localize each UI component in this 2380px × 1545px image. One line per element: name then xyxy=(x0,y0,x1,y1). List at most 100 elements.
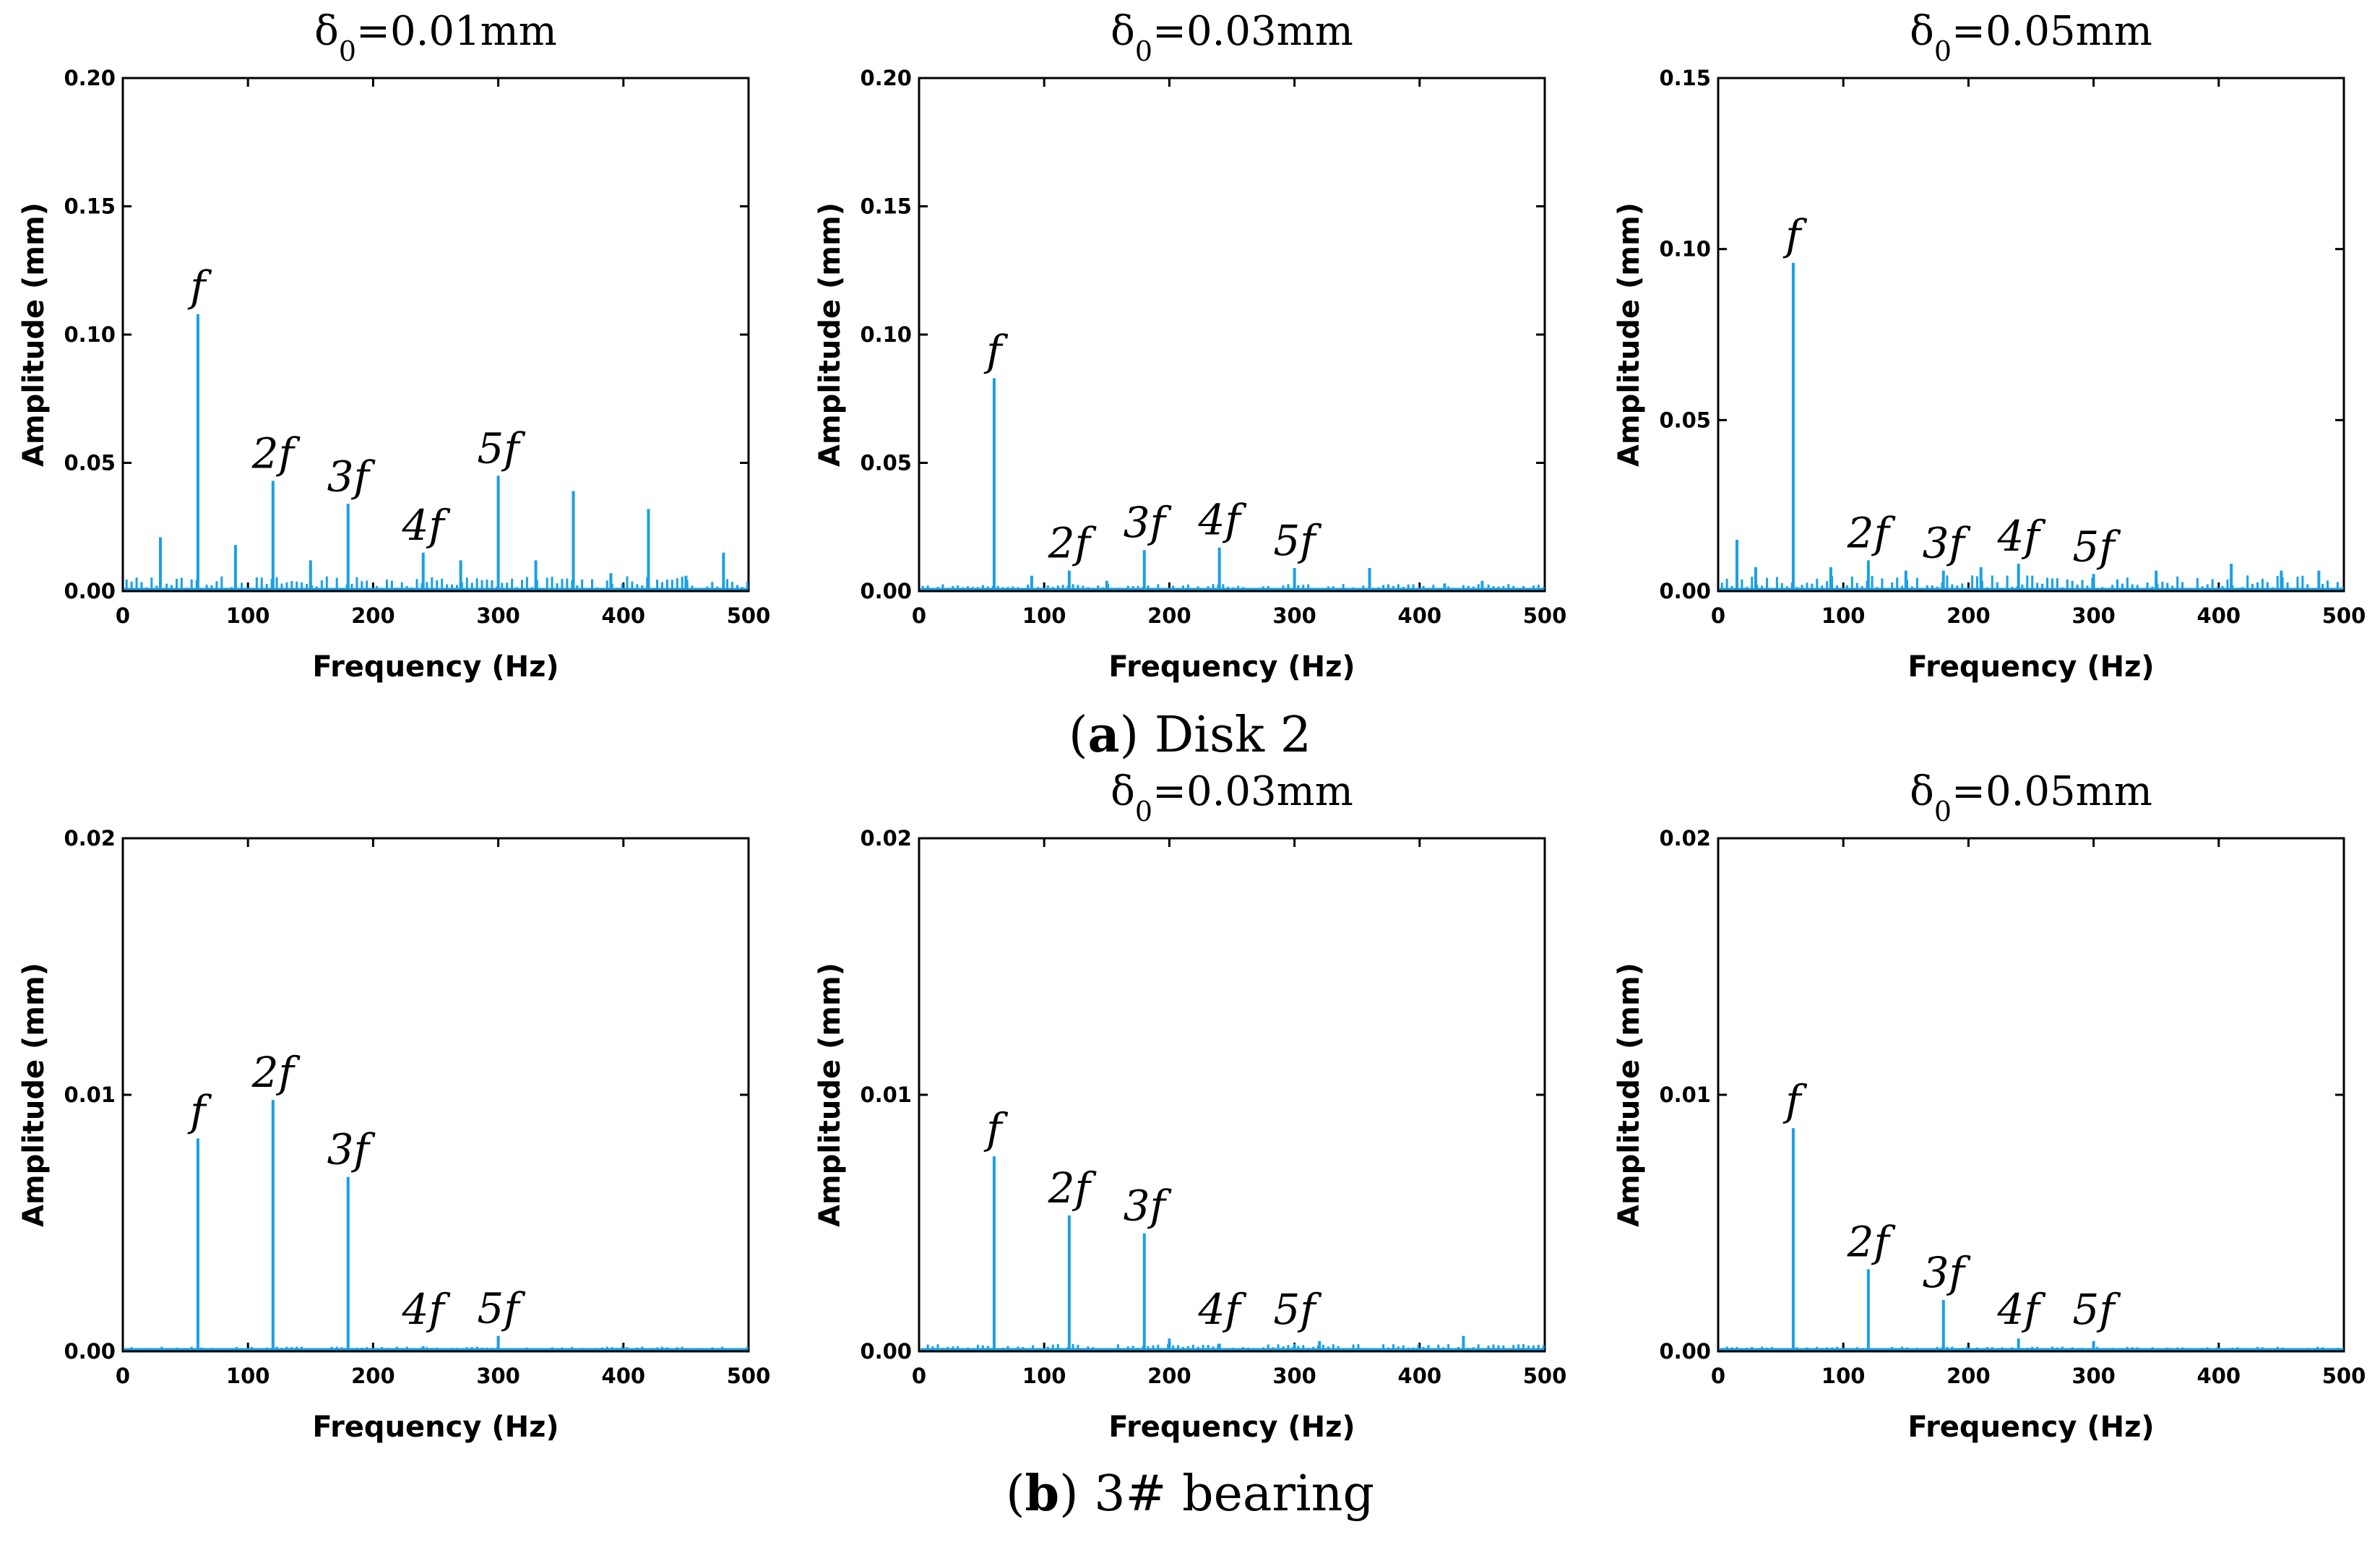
chart3-peak-label-f: f xyxy=(1782,211,1808,260)
chart4-xtick-label: 100 xyxy=(226,1364,270,1388)
chart1-peak-label-f: f xyxy=(187,262,212,311)
chart1-xlabel: Frequency (Hz) xyxy=(312,650,559,684)
chart1-peak-label-2f: 2f xyxy=(251,429,301,478)
chart2-ytick-label: 0.10 xyxy=(860,322,912,347)
chart6-ytick-label: 0.00 xyxy=(1659,1339,1711,1364)
chart5-title-subscript: 0 xyxy=(1135,796,1152,827)
chart2-peak-label-5f: 5f xyxy=(1273,516,1322,565)
chart4-noise-floor xyxy=(125,1346,749,1349)
chart1-xtick-label: 100 xyxy=(226,603,270,628)
chart5-xtick-label: 300 xyxy=(1272,1364,1316,1388)
chart4-peak-label-3f: 3f xyxy=(327,1125,376,1174)
chart3-xlabel: Frequency (Hz) xyxy=(1907,650,2154,684)
chart3-plot-frame xyxy=(1717,77,2345,593)
chart6-xtick-label: 400 xyxy=(2197,1364,2241,1388)
chart3-title-greek: δ xyxy=(1910,8,1934,55)
chart1-xtick-label: 300 xyxy=(476,603,520,628)
chart2-xtick-label: 200 xyxy=(1147,603,1191,628)
chart5-xtick-label: 0 xyxy=(912,1364,926,1388)
chart3-peak-label-4f: 4f xyxy=(1996,512,2046,561)
chart6-ytick-label: 0.02 xyxy=(1659,826,1711,851)
chart6-ylabel: Amplitude (mm) xyxy=(1613,963,1646,1227)
chart2-peak-label-3f: 3f xyxy=(1124,498,1173,547)
chart3-xtick-label: 0 xyxy=(1711,603,1725,628)
chart5-xtick-label: 400 xyxy=(1398,1364,1442,1388)
chart3-ytick-label: 0.10 xyxy=(1659,237,1711,262)
chart3-title-rest: =0.05mm xyxy=(1952,8,2152,55)
chart4-peak-label-5f: 5f xyxy=(477,1284,526,1333)
chart1-xtick-label: 400 xyxy=(602,603,646,628)
chart1-title-subscript: 0 xyxy=(339,35,356,67)
chart1-ylabel: Amplitude (mm) xyxy=(17,202,51,467)
chart4-xtick-label: 500 xyxy=(727,1364,771,1388)
chart6-peak-label-5f: 5f xyxy=(2072,1285,2121,1334)
chart2-peak-label-f: f xyxy=(983,326,1009,375)
caption-a-letter: a xyxy=(1088,706,1120,764)
chart2-title-rest: =0.03mm xyxy=(1152,8,1353,55)
chart1-title: δ0=0.01mm xyxy=(314,8,557,67)
chart6-xlabel: Frequency (Hz) xyxy=(1907,1411,2154,1444)
chart5-xtick-label: 100 xyxy=(1022,1364,1066,1388)
chart6-xtick-label: 300 xyxy=(2071,1364,2116,1388)
chart5-ytick-label: 0.00 xyxy=(860,1339,912,1364)
chart4-peak-label-2f: 2f xyxy=(251,1048,301,1097)
chart5-xlabel: Frequency (Hz) xyxy=(1108,1411,1355,1444)
caption-a-text: Disk 2 xyxy=(1155,707,1311,764)
chart6-title-rest: =0.05mm xyxy=(1952,768,2152,815)
caption-b: (b) 3# bearing xyxy=(1006,1465,1374,1523)
chart4-peak-label-4f: 4f xyxy=(401,1285,451,1334)
chart2-title-greek: δ xyxy=(1111,8,1135,55)
chart3-ytick-label: 0.00 xyxy=(1659,579,1711,603)
chart4-ytick-label: 0.01 xyxy=(64,1083,116,1107)
chart2-ytick-label: 0.05 xyxy=(860,451,912,475)
chart4-xtick-label: 300 xyxy=(476,1364,520,1388)
chart5-title-greek: δ xyxy=(1111,768,1135,815)
chart2-xlabel: Frequency (Hz) xyxy=(1108,650,1355,684)
chart2-ytick-label: 0.00 xyxy=(860,579,912,603)
chart2-xtick-label: 0 xyxy=(912,603,926,628)
chart1-ytick-label: 0.10 xyxy=(64,322,116,347)
chart6-plot-frame xyxy=(1717,837,2345,1353)
chart6-xtick-label: 0 xyxy=(1711,1364,1725,1388)
chart3-xtick-label: 400 xyxy=(2197,603,2241,628)
chart3-ylabel: Amplitude (mm) xyxy=(1613,202,1646,467)
chart6-xtick-label: 200 xyxy=(1946,1364,1991,1388)
chart1-ytick-label: 0.05 xyxy=(64,451,116,475)
caption-b-text: 3# bearing xyxy=(1094,1466,1374,1523)
chart3-xtick-label: 200 xyxy=(1946,603,1991,628)
chart6-peak-label-2f: 2f xyxy=(1847,1217,1897,1266)
chart6-peak-label-4f: 4f xyxy=(1996,1285,2046,1334)
chart5-xtick-label: 200 xyxy=(1147,1364,1191,1388)
chart1-noise-floor xyxy=(125,576,749,589)
chart4-xtick-label: 0 xyxy=(116,1364,130,1388)
chart1-ytick-label: 0.15 xyxy=(64,194,116,219)
chart5-peak-label-2f: 2f xyxy=(1048,1163,1098,1213)
chart5-plot-frame xyxy=(918,837,1546,1353)
chart1-xtick-label: 0 xyxy=(116,603,130,628)
chart1-title-greek: δ xyxy=(314,8,339,55)
chart1-xtick-label: 500 xyxy=(727,603,771,628)
chart5-ytick-label: 0.02 xyxy=(860,826,912,851)
caption-b-letter: b xyxy=(1025,1465,1060,1523)
chart5-peak-label-4f: 4f xyxy=(1197,1285,1247,1334)
chart5-ytick-label: 0.01 xyxy=(860,1083,912,1107)
chart3-ytick-label: 0.05 xyxy=(1659,408,1711,432)
chart1-title-rest: =0.01mm xyxy=(356,8,557,55)
chart5-ylabel: Amplitude (mm) xyxy=(814,963,847,1227)
chart6-title-subscript: 0 xyxy=(1934,796,1952,827)
chart4-ytick-label: 0.02 xyxy=(64,826,116,851)
chart2-xtick-label: 400 xyxy=(1398,603,1442,628)
chart3-ytick-label: 0.15 xyxy=(1659,66,1711,90)
chart2-xtick-label: 100 xyxy=(1022,603,1066,628)
chart5-peak-label-f: f xyxy=(983,1104,1009,1153)
chart3-title-subscript: 0 xyxy=(1934,35,1952,67)
chart2-title-subscript: 0 xyxy=(1135,35,1152,67)
chart5-noise-floor xyxy=(921,1343,1545,1349)
chart3-noise-floor xyxy=(1720,575,2344,589)
chart1-peak-label-4f: 4f xyxy=(401,501,451,550)
